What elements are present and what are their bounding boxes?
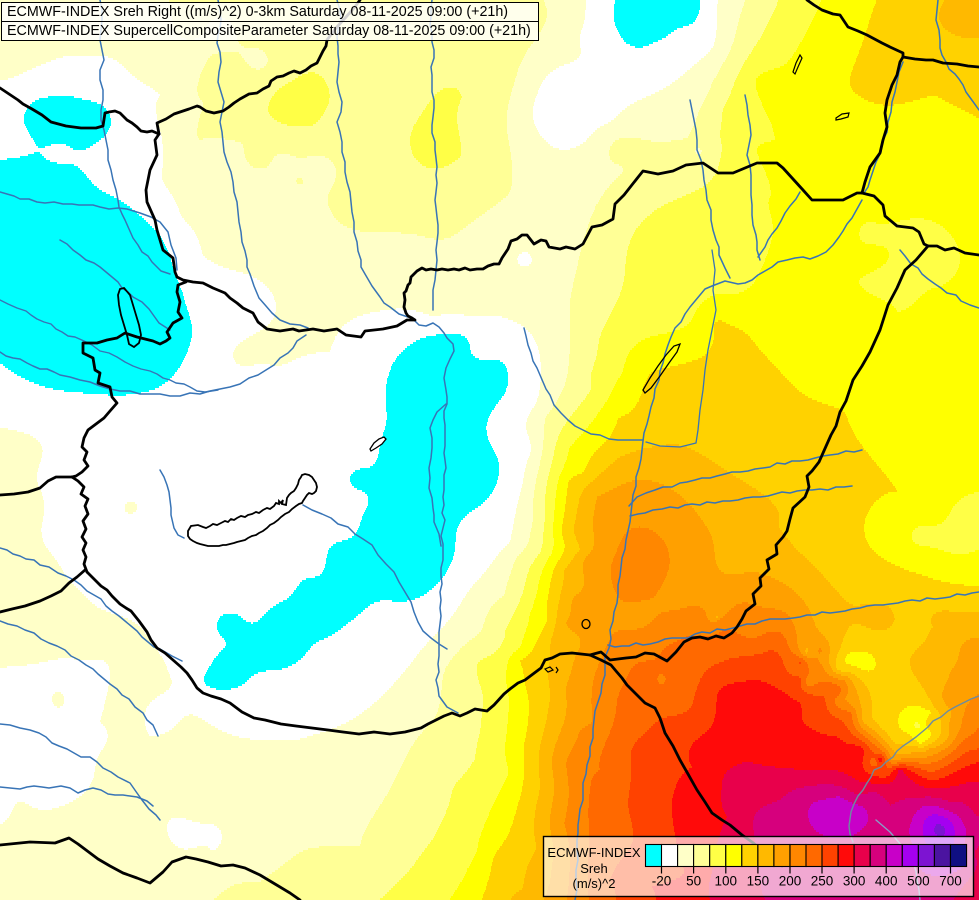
svg-text:150: 150	[747, 874, 770, 889]
svg-text:500: 500	[907, 874, 930, 889]
svg-text:200: 200	[779, 874, 802, 889]
svg-text:250: 250	[811, 874, 834, 889]
svg-text:700: 700	[939, 874, 962, 889]
svg-text:Sreh: Sreh	[580, 861, 607, 876]
svg-text:-20: -20	[652, 874, 672, 889]
svg-text:(m/s)^2: (m/s)^2	[573, 876, 616, 891]
svg-text:ECMWF-INDEX: ECMWF-INDEX	[547, 845, 640, 860]
svg-text:400: 400	[875, 874, 898, 889]
svg-text:300: 300	[843, 874, 866, 889]
svg-text:50: 50	[686, 874, 701, 889]
svg-text:100: 100	[715, 874, 738, 889]
